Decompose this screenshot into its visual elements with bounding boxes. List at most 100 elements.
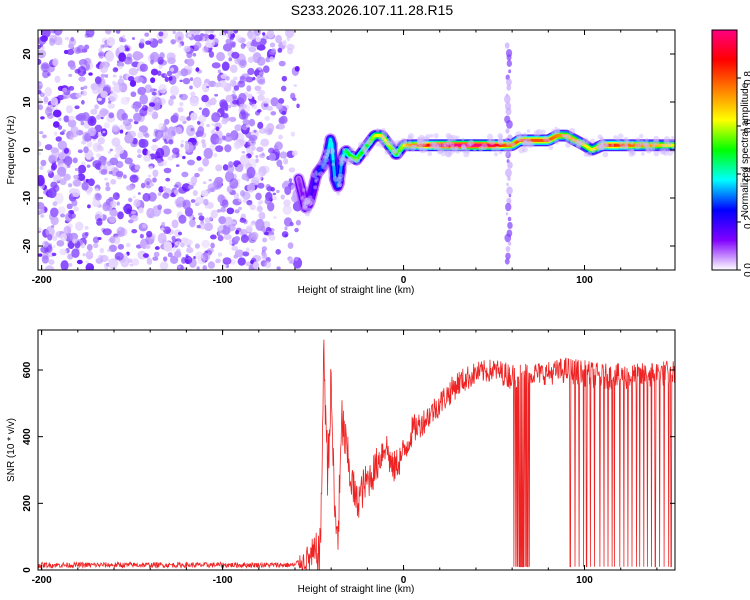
noise-speckle [175,164,180,167]
noise-speckle [149,182,155,187]
noise-speckle [196,224,201,229]
noise-speckle [174,250,182,258]
noise-speckle [138,138,146,148]
noise-speckle [144,32,150,37]
noise-speckle [98,51,105,57]
ridge-fringe [616,137,620,142]
noise-speckle [250,231,259,241]
noise-speckle [157,192,162,196]
artifact-speckle [508,193,512,198]
noise-speckle [232,89,236,95]
noise-speckle [96,218,103,226]
noise-speckle [42,240,49,248]
noise-speckle [267,128,273,135]
noise-speckle [194,172,200,178]
noise-speckle [99,164,105,170]
snr-panel: -200 -100 0 100 0 200 400 600 Height of straig… [6,329,676,595]
noise-speckle [258,128,268,134]
noise-speckle [246,85,252,92]
noise-speckle [78,59,88,67]
snr-x-ticks: -200 -100 0 100 [32,330,658,586]
noise-speckle [195,67,200,72]
noise-speckle [288,167,296,173]
noise-speckle [188,215,194,220]
noise-speckle [120,96,130,105]
ridge-fringe [666,149,674,156]
noise-speckle [103,262,109,269]
noise-speckle [227,30,234,35]
noise-speckle [258,71,264,76]
noise-speckle [130,91,137,98]
noise-speckle [179,115,187,122]
noise-speckle [45,226,55,238]
noise-speckle [107,248,111,252]
noise-speckle [145,244,151,249]
noise-speckle [292,150,298,157]
noise-speckle [208,216,213,221]
noise-speckle [92,160,102,169]
noise-speckle [99,247,105,254]
noise-speckle [76,173,86,182]
noise-speckle [172,30,176,35]
noise-speckle [114,153,120,159]
noise-speckle [189,96,199,107]
noise-speckle [260,213,266,220]
noise-speckle [161,221,166,228]
ridge-fringe [473,148,477,153]
noise-speckle [163,167,172,174]
noise-speckle [202,157,210,167]
noise-speckle [108,237,116,243]
ridge-fringe [498,150,503,155]
snr-x-label: Height of straight line (km) [298,584,415,595]
noise-speckle [84,231,89,237]
noise-speckle [245,261,252,267]
noise-speckle [53,30,63,36]
noise-speckle [49,38,56,46]
noise-speckle [137,154,142,158]
noise-speckle [44,87,52,97]
noise-speckle [115,30,121,34]
ridge-fringe [421,140,427,146]
noise-speckle [182,77,191,85]
noise-speckle [204,217,211,224]
noise-speckle [108,215,117,223]
noise-speckle [66,203,73,210]
ridge-fringe [311,172,318,179]
ridge-fringe [322,156,330,164]
noise-speckle [97,97,102,102]
noise-speckle [284,186,292,196]
spectrogram-ridge [292,126,675,217]
noise-speckle [100,168,108,175]
noise-speckle [40,159,47,167]
noise-speckle [88,72,93,76]
noise-speckle [73,174,80,180]
noise-speckle [58,151,65,159]
ridge-fringe [583,152,589,157]
noise-speckle [42,70,50,79]
noise-speckle [50,224,55,228]
ridge-fringe [323,148,331,155]
noise-speckle [178,43,183,48]
noise-speckle [215,126,220,132]
noise-speckle [46,245,53,253]
noise-speckle [277,47,283,53]
noise-speckle [183,45,191,53]
noise-speckle [40,116,45,120]
noise-speckle [257,94,265,102]
ridge-fringe [526,129,531,133]
noise-speckle [77,44,85,54]
noise-speckle [105,185,111,192]
ridge-fringe [488,138,496,146]
noise-speckle [164,76,169,83]
noise-speckle [38,89,42,95]
noise-speckle [94,188,99,192]
noise-speckle [50,207,59,218]
ridge-fringe [378,141,386,148]
noise-speckle [90,108,98,115]
noise-speckle [52,121,60,128]
snr-y-label: SNR (10 * v/v) [6,418,17,482]
y-tick-label: 10 [22,96,33,108]
ridge-fringe [508,136,513,140]
noise-speckle [163,123,167,127]
colorbar-tick-label: 0.8 [743,71,750,85]
